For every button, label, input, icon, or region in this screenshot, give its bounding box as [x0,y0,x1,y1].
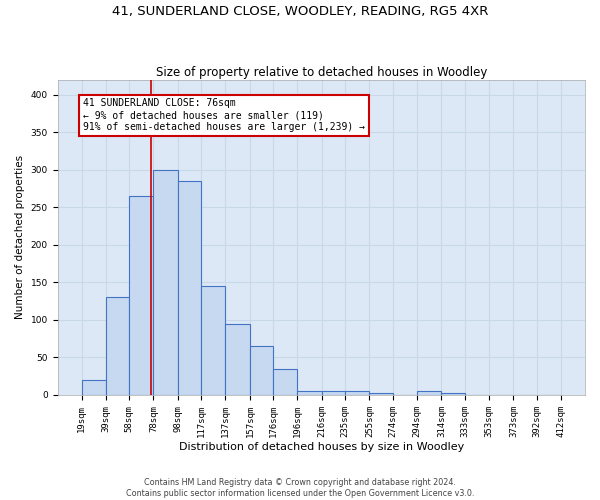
Bar [178,181,201,395]
Bar [250,346,273,395]
Bar [201,286,226,395]
Y-axis label: Number of detached properties: Number of detached properties [15,156,25,320]
Bar [298,391,322,395]
Title: Size of property relative to detached houses in Woodley: Size of property relative to detached ho… [155,66,487,78]
Bar [226,324,250,395]
Bar [129,196,154,395]
Bar [417,391,442,395]
Bar [370,392,392,395]
Text: Contains HM Land Registry data © Crown copyright and database right 2024.
Contai: Contains HM Land Registry data © Crown c… [126,478,474,498]
X-axis label: Distribution of detached houses by size in Woodley: Distribution of detached houses by size … [179,442,464,452]
Bar [345,391,370,395]
Bar [154,170,178,395]
Bar [273,368,298,395]
Text: 41, SUNDERLAND CLOSE, WOODLEY, READING, RG5 4XR: 41, SUNDERLAND CLOSE, WOODLEY, READING, … [112,5,488,18]
Bar [322,391,345,395]
Bar [82,380,106,395]
Bar [442,392,464,395]
Bar [106,298,129,395]
Text: 41 SUNDERLAND CLOSE: 76sqm
← 9% of detached houses are smaller (119)
91% of semi: 41 SUNDERLAND CLOSE: 76sqm ← 9% of detac… [83,98,365,132]
